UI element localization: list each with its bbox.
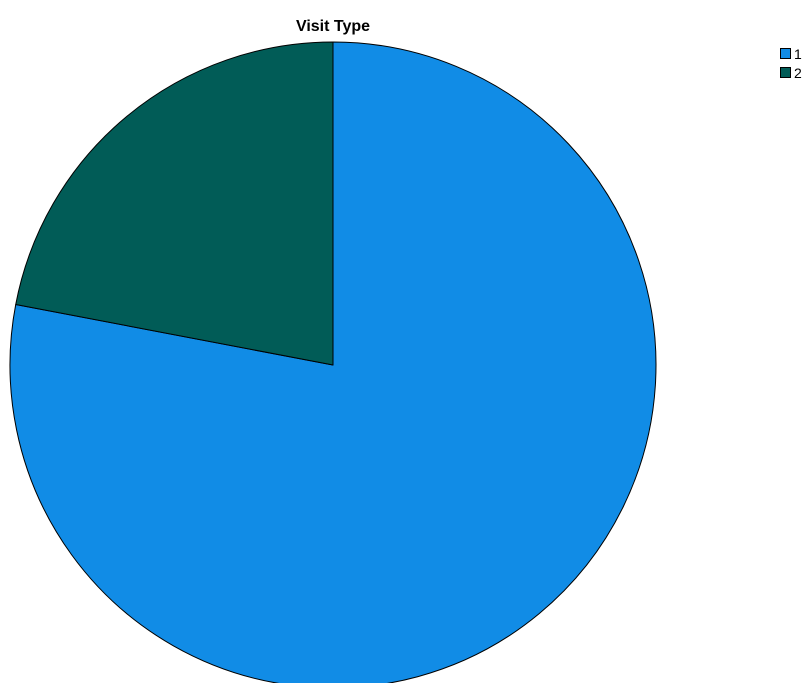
legend: 1 2 xyxy=(780,44,802,82)
legend-item-1: 1 xyxy=(780,44,802,63)
legend-label-2: 2 xyxy=(794,64,802,81)
legend-item-2: 2 xyxy=(780,63,802,82)
legend-swatch-1 xyxy=(780,48,791,59)
pie-slice-2 xyxy=(15,41,334,366)
legend-label-1: 1 xyxy=(794,45,802,62)
legend-swatch-2 xyxy=(780,67,791,78)
chart-title: Visit Type xyxy=(295,18,371,35)
